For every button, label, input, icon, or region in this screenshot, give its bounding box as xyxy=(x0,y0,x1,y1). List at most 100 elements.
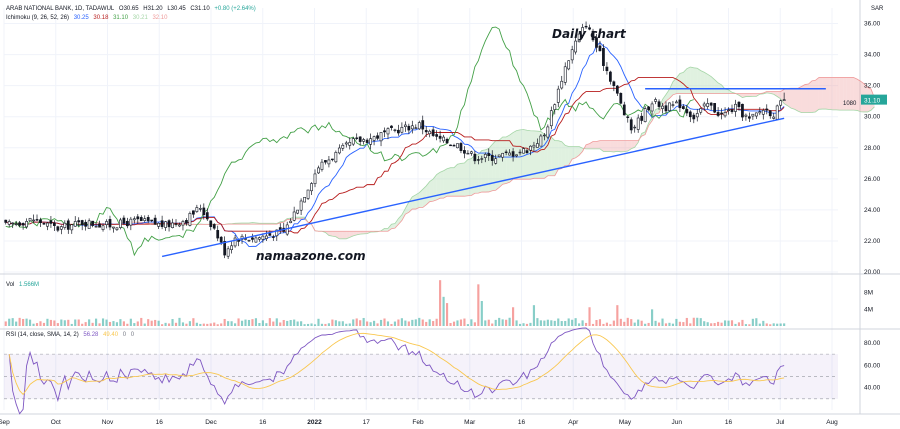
candle[interactable] xyxy=(483,152,487,163)
candle[interactable] xyxy=(261,233,265,243)
candle[interactable] xyxy=(730,104,734,114)
candle[interactable] xyxy=(383,127,386,138)
candle[interactable] xyxy=(143,215,147,223)
candle[interactable] xyxy=(588,24,591,31)
candle[interactable] xyxy=(32,214,35,223)
candle[interactable] xyxy=(410,120,414,134)
candle[interactable] xyxy=(77,217,81,227)
candle[interactable] xyxy=(654,97,657,105)
candle[interactable] xyxy=(675,99,678,104)
candle[interactable] xyxy=(139,215,143,221)
candle[interactable] xyxy=(442,134,445,143)
candle[interactable] xyxy=(737,101,741,111)
candle[interactable] xyxy=(511,148,515,162)
rsi-legend[interactable]: RSI (14, close, SMA, 14, 2) 56.28 49.40 … xyxy=(6,332,137,338)
candle[interactable] xyxy=(407,123,411,134)
candle[interactable] xyxy=(532,141,536,152)
candle[interactable] xyxy=(39,217,42,228)
candle[interactable] xyxy=(195,204,199,213)
candle[interactable] xyxy=(668,102,671,112)
candle[interactable] xyxy=(258,236,261,242)
candle[interactable] xyxy=(11,222,15,229)
candle[interactable] xyxy=(299,198,303,216)
candle[interactable] xyxy=(508,149,511,156)
candle[interactable] xyxy=(251,233,254,243)
candle[interactable] xyxy=(306,189,310,201)
candle[interactable] xyxy=(178,222,181,228)
candle[interactable] xyxy=(734,99,737,117)
candle[interactable] xyxy=(59,225,63,235)
candle[interactable] xyxy=(296,209,300,215)
candle[interactable] xyxy=(317,165,320,174)
candle[interactable] xyxy=(504,149,508,156)
candle[interactable] xyxy=(129,216,133,231)
candle[interactable] xyxy=(671,101,675,108)
candle[interactable] xyxy=(355,133,359,141)
candle[interactable] xyxy=(661,102,664,114)
candle[interactable] xyxy=(292,206,296,222)
candle[interactable] xyxy=(146,214,150,224)
candle[interactable] xyxy=(233,234,237,248)
candle[interactable] xyxy=(108,215,112,231)
candle[interactable] xyxy=(122,215,126,226)
candle[interactable] xyxy=(428,129,432,138)
candle[interactable] xyxy=(602,44,605,71)
candle[interactable] xyxy=(49,215,53,228)
candle[interactable] xyxy=(264,230,268,241)
candle[interactable] xyxy=(706,98,710,110)
candle[interactable] xyxy=(452,143,456,147)
candle[interactable] xyxy=(681,104,685,110)
candle[interactable] xyxy=(494,154,498,165)
candle[interactable] xyxy=(365,138,369,143)
candle[interactable] xyxy=(362,137,366,145)
candle[interactable] xyxy=(751,113,755,120)
candle[interactable] xyxy=(567,60,571,71)
candle[interactable] xyxy=(348,137,352,150)
candle[interactable] xyxy=(84,219,88,231)
candle[interactable] xyxy=(470,150,473,156)
candle[interactable] xyxy=(150,219,154,223)
candle[interactable] xyxy=(619,92,623,105)
candle[interactable] xyxy=(331,158,334,162)
candle[interactable] xyxy=(181,219,185,231)
candle[interactable] xyxy=(438,130,442,143)
candle[interactable] xyxy=(560,75,564,90)
candle[interactable] xyxy=(4,219,8,225)
candle[interactable] xyxy=(629,117,633,134)
candle[interactable] xyxy=(341,143,345,152)
candle[interactable] xyxy=(727,107,730,115)
candle[interactable] xyxy=(529,145,532,156)
candle[interactable] xyxy=(344,140,348,148)
candle[interactable] xyxy=(581,23,584,39)
candle[interactable] xyxy=(160,215,164,230)
candle[interactable] xyxy=(254,235,258,243)
candle[interactable] xyxy=(278,223,282,234)
candle[interactable] xyxy=(424,126,428,137)
candle[interactable] xyxy=(337,144,341,155)
candle[interactable] xyxy=(556,85,560,108)
candle[interactable] xyxy=(539,133,543,147)
candle[interactable] xyxy=(636,114,640,133)
candle[interactable] xyxy=(692,112,696,124)
candle[interactable] xyxy=(247,239,251,242)
candle[interactable] xyxy=(192,210,195,218)
candle[interactable] xyxy=(605,62,609,75)
candle[interactable] xyxy=(393,128,397,133)
candle[interactable] xyxy=(403,121,407,132)
candle[interactable] xyxy=(226,246,230,260)
candle[interactable] xyxy=(66,218,70,234)
candle[interactable] xyxy=(476,155,480,165)
candle[interactable] xyxy=(230,241,233,254)
candle[interactable] xyxy=(525,148,529,154)
candle[interactable] xyxy=(119,217,122,230)
candle[interactable] xyxy=(772,112,776,120)
candle[interactable] xyxy=(351,137,355,146)
candle[interactable] xyxy=(35,214,39,222)
candle[interactable] xyxy=(591,28,595,42)
candle[interactable] xyxy=(716,107,720,118)
candle[interactable] xyxy=(80,219,84,231)
candle[interactable] xyxy=(303,197,306,203)
candle[interactable] xyxy=(542,133,546,141)
candle[interactable] xyxy=(626,115,630,123)
candle[interactable] xyxy=(132,216,136,224)
